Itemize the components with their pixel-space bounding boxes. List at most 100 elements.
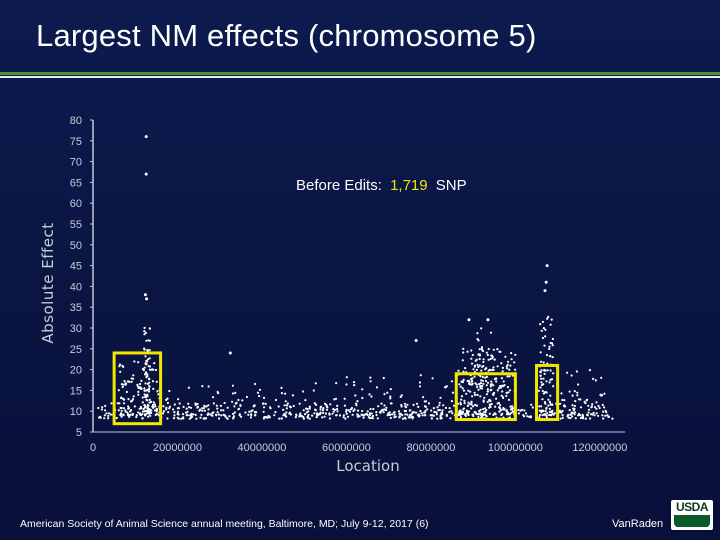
data-point [286, 402, 289, 405]
data-point [268, 416, 271, 419]
data-point [385, 406, 388, 409]
data-point [529, 415, 532, 418]
data-point [462, 407, 466, 410]
data-point [144, 362, 147, 365]
data-point [470, 407, 473, 410]
data-point [383, 404, 386, 407]
data-point [561, 409, 564, 413]
data-point [234, 391, 237, 394]
data-point [393, 413, 396, 416]
data-point [336, 404, 339, 407]
data-point [144, 372, 147, 375]
data-point [141, 401, 144, 404]
data-point [583, 400, 586, 403]
data-point [126, 380, 130, 383]
data-point [333, 408, 337, 411]
data-point [480, 369, 483, 372]
data-point [478, 357, 481, 361]
data-point [124, 382, 127, 385]
data-point [479, 395, 482, 398]
data-point [587, 404, 590, 407]
data-point [484, 407, 487, 410]
data-point [319, 408, 322, 411]
data-point [467, 389, 470, 392]
data-point [467, 413, 470, 417]
data-point [146, 358, 150, 361]
data-point [488, 368, 491, 371]
data-point [144, 135, 148, 139]
data-point [540, 329, 543, 332]
annotation-number: 1,719 [390, 177, 428, 194]
data-point [499, 350, 502, 353]
data-point [552, 372, 555, 375]
data-point [489, 400, 492, 403]
data-point [356, 400, 359, 403]
data-point [475, 404, 479, 407]
data-point [510, 352, 513, 355]
data-point [424, 409, 427, 412]
data-point [308, 417, 311, 420]
data-point [254, 414, 257, 417]
data-point [549, 394, 552, 397]
data-point [490, 388, 493, 391]
data-point [479, 384, 482, 387]
data-point [438, 401, 441, 404]
data-point [489, 385, 492, 388]
data-point [144, 409, 147, 413]
data-point [569, 413, 572, 416]
data-point [302, 415, 305, 419]
data-point [492, 366, 495, 369]
data-point [476, 413, 479, 416]
data-point [485, 367, 488, 370]
data-point [574, 400, 577, 403]
data-point [405, 406, 408, 409]
data-point [143, 330, 146, 333]
data-point [371, 414, 374, 418]
data-point [543, 372, 546, 375]
data-point [509, 364, 512, 367]
data-point [460, 395, 464, 398]
data-point [540, 360, 543, 363]
data-point [99, 416, 102, 419]
data-point [403, 402, 407, 405]
y-tick-label: 60 [70, 198, 82, 210]
data-point [120, 415, 123, 418]
data-point [439, 414, 442, 417]
data-point [138, 407, 141, 410]
data-point [458, 383, 461, 386]
data-point [559, 402, 562, 405]
data-point [324, 412, 327, 415]
data-point [496, 348, 499, 351]
data-point [192, 413, 195, 416]
data-point [188, 406, 191, 409]
data-point [591, 403, 594, 406]
data-point [401, 414, 404, 417]
y-tick-label: 30 [70, 323, 82, 335]
data-point [241, 399, 244, 402]
data-point [372, 407, 375, 411]
data-point [104, 404, 107, 407]
data-point [264, 402, 267, 405]
data-point [367, 416, 370, 419]
data-point [216, 407, 219, 410]
data-point [486, 388, 489, 391]
data-point [519, 409, 522, 412]
data-point [139, 386, 142, 389]
data-point [506, 363, 509, 366]
data-point [137, 390, 140, 393]
data-point [338, 414, 342, 417]
data-point [541, 398, 544, 401]
data-point [336, 410, 339, 413]
data-point [389, 388, 392, 391]
data-point [165, 408, 168, 411]
data-point [592, 377, 595, 380]
data-point [130, 380, 133, 383]
data-point [141, 367, 144, 371]
data-point [489, 405, 492, 408]
data-point [120, 409, 123, 412]
data-point [551, 356, 554, 359]
annotation-prefix: Before Edits: [296, 177, 382, 194]
data-point [508, 375, 511, 378]
data-point [471, 362, 474, 365]
data-point [414, 339, 418, 342]
